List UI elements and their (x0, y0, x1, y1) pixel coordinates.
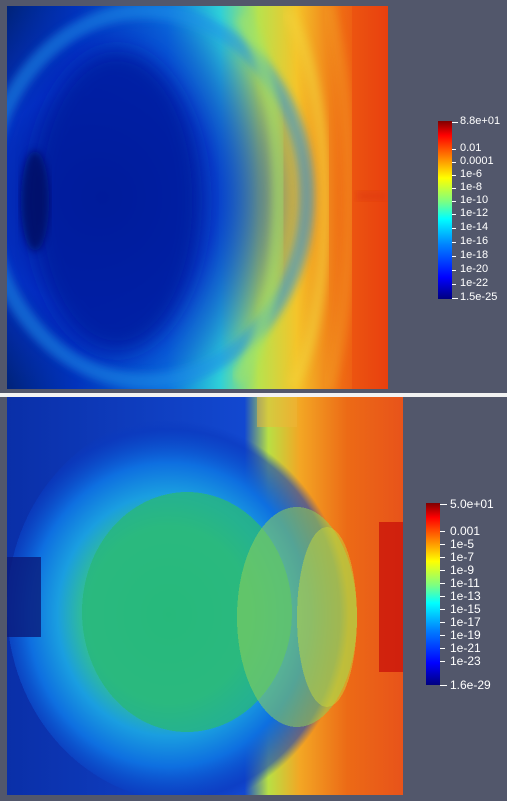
top-tick-9 (452, 256, 456, 257)
top-colorbar-gradient (438, 121, 452, 299)
bottom-colorbar-label: 1e-11 (450, 576, 480, 590)
top-tick-8 (452, 242, 456, 243)
bottom-colorbar-label: 0.001 (450, 524, 481, 538)
top-colorbar-label: 1e-10 (460, 194, 489, 206)
bottom-colorbar-label: 1e-15 (450, 602, 481, 616)
top-colorbar-label: 1e-8 (460, 181, 483, 193)
bottom-tick-10 (440, 648, 445, 649)
top-colorbar-label: 0.0001 (460, 155, 494, 167)
top-tick-12 (452, 298, 458, 299)
top-tick-0 (452, 122, 458, 123)
bottom-plot-field (7, 397, 403, 795)
top-colorbar-label: 1e-16 (460, 235, 489, 247)
bottom-tick-7 (440, 609, 445, 610)
top-tick-10 (452, 270, 456, 271)
top-colorbar-label: 1e-6 (460, 168, 483, 180)
bottom-colorbar-label: 1e-19 (450, 628, 481, 642)
top-colorbar-label-min: 1.5e-25 (460, 291, 498, 303)
bottom-colorbar-label-max: 5.0e+01 (450, 497, 494, 511)
bottom-tick-9 (440, 635, 445, 636)
top-tick-4 (452, 188, 456, 189)
top-colorbar-label: 1e-22 (460, 277, 489, 289)
top-colorbar-label: 1e-14 (460, 221, 489, 233)
bottom-colorbar-label: 1e-13 (450, 589, 481, 603)
top-tick-1 (452, 149, 456, 150)
top-colorbar-label-max: 8.8e+01 (460, 115, 501, 127)
bottom-tick-8 (440, 622, 445, 623)
top-tick-5 (452, 201, 456, 202)
top-colorbar-label: 1e-20 (460, 263, 489, 275)
top-colorbar-label: 1e-18 (460, 249, 489, 261)
bottom-tick-6 (440, 596, 445, 597)
top-tick-3 (452, 175, 456, 176)
bottom-colorbar-label: 1e-5 (450, 537, 475, 551)
bottom-tick-12 (440, 685, 447, 686)
bottom-colorbar-label: 1e-9 (450, 563, 475, 577)
bottom-tick-4 (440, 570, 445, 571)
bottom-colorbar-label: 1e-7 (450, 550, 475, 564)
bottom-tick-1 (440, 531, 445, 532)
top-plot-field (7, 6, 388, 389)
bottom-plot-panel: 5.0e+01 0.001 1e-5 1e-7 1e-9 1e-11 1e-13… (0, 397, 507, 801)
top-colorbar-label: 0.01 (460, 142, 482, 154)
top-colorbar (438, 121, 452, 299)
bottom-colorbar-gradient (426, 503, 440, 685)
bottom-tick-0 (440, 504, 447, 505)
bottom-colorbar (426, 503, 440, 685)
bottom-field-image (7, 397, 403, 795)
bottom-tick-5 (440, 583, 445, 584)
top-colorbar-label: 1e-12 (460, 207, 489, 219)
bottom-colorbar-label: 1e-17 (450, 615, 481, 629)
bottom-colorbar-label: 1e-23 (450, 654, 481, 668)
top-tick-6 (452, 214, 456, 215)
top-plot-panel: 8.8e+01 0.01 0.0001 1e-6 1e-8 1e-10 1e-1… (0, 0, 507, 393)
bottom-colorbar-label-min: 1.6e-29 (450, 678, 491, 692)
top-field-image (7, 6, 388, 389)
top-tick-2 (452, 162, 456, 163)
bottom-tick-3 (440, 557, 445, 558)
bottom-tick-11 (440, 661, 445, 662)
bottom-tick-2 (440, 544, 445, 545)
bottom-colorbar-label: 1e-21 (450, 641, 481, 655)
top-tick-7 (452, 228, 456, 229)
panel-divider (0, 393, 507, 397)
top-tick-11 (452, 284, 456, 285)
